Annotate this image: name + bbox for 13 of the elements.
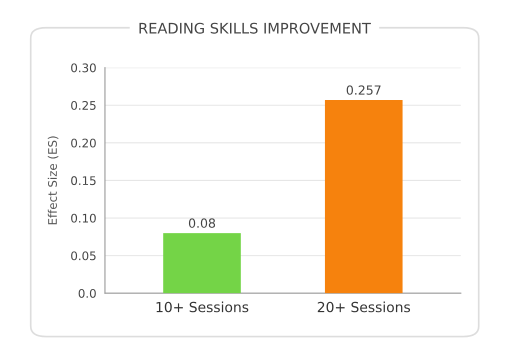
y-tick-label: 0.05 [71, 251, 96, 260]
x-tick-label: 10+ Sessions [156, 302, 248, 312]
data-label: 0.257 [346, 85, 381, 95]
chart-title: READING SKILLS IMPROVEMENT [139, 22, 371, 34]
y-tick-label: 0.20 [71, 138, 96, 148]
y-tick-label: 0.0 [78, 288, 96, 298]
data-label: 0.08 [188, 218, 216, 228]
x-tick-label: 20+ Sessions [318, 302, 410, 312]
y-tick-label: 0.30 [71, 63, 96, 72]
y-tick-label: 0.10 [71, 214, 96, 223]
y-axis-title: Effect Size (ES) [48, 136, 58, 224]
y-tick-label: 0.15 [71, 176, 96, 186]
y-tick-label: 0.25 [71, 100, 96, 110]
